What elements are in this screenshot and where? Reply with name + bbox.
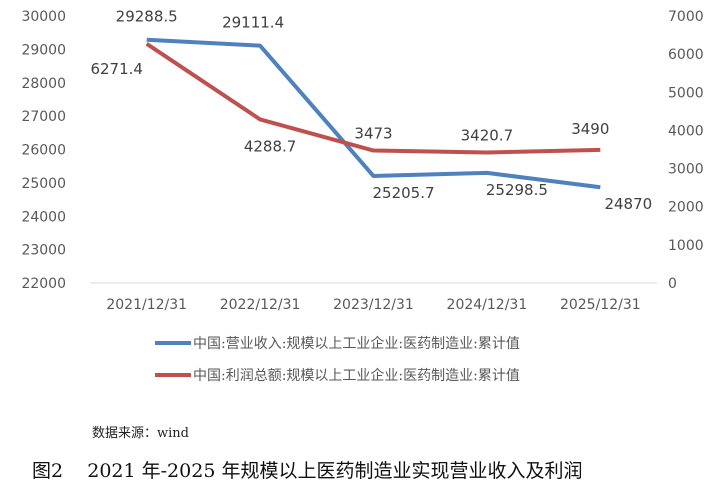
y-left-tick-label: 25000: [21, 176, 66, 192]
data-label: 24870: [604, 195, 652, 213]
y-right-tick-label: 0: [668, 276, 677, 292]
line-chart: 22000 23000 24000 25000 26000 27000 28000 29000…: [21, 8, 704, 313]
data-label: 25298.5: [486, 181, 548, 199]
x-tick-label: 2021/12/31: [106, 297, 187, 313]
y-right-tick-label: 5000: [668, 85, 704, 101]
legend-label-profit: 中国:利润总额:规模以上工业企业:医药制造业:累计值: [193, 368, 520, 384]
y-left-tick-label: 26000: [21, 143, 66, 159]
x-tick-label: 2023/12/31: [333, 297, 414, 313]
x-tick-label: 2022/12/31: [220, 297, 301, 313]
y-left-tick-label: 29000: [21, 42, 66, 58]
legend-swatch-revenue: [155, 341, 191, 345]
y-right-tick-label: 4000: [668, 123, 704, 139]
data-label: 6271.4: [90, 60, 143, 78]
figure-caption: 图2 2021 年-2025 年规模以上医药制造业实现营业收入及利润: [32, 460, 583, 482]
data-label: 4288.7: [244, 137, 297, 155]
y-left-tick-label: 27000: [21, 109, 66, 125]
y-right-tick-label: 2000: [668, 200, 704, 216]
y-left-tick-label: 22000: [21, 276, 66, 292]
legend-item-profit: 中国:利润总额:规模以上工业企业:医药制造业:累计值: [155, 365, 520, 385]
data-label: 29111.4: [222, 14, 284, 32]
y-left-tick-label: 30000: [21, 9, 66, 25]
x-tick-label: 2025/12/31: [560, 297, 641, 313]
data-label: 3420.7: [461, 127, 514, 145]
data-label: 25205.7: [372, 184, 434, 202]
data-label: 3490: [571, 120, 609, 138]
y-left-tick-label: 28000: [21, 76, 66, 92]
y-right-tick-label: 3000: [668, 162, 704, 178]
x-tick-label: 2024/12/31: [447, 297, 528, 313]
y-right-tick-label: 7000: [668, 9, 704, 25]
legend-label-revenue: 中国:营业收入:规模以上工业企业:医药制造业:累计值: [193, 336, 520, 352]
y-left-tick-label: 23000: [21, 243, 66, 259]
data-label: 29288.5: [116, 8, 178, 26]
y-right-tick-label: 1000: [668, 238, 704, 254]
legend-swatch-profit: [155, 373, 191, 377]
y-left-tick-label: 24000: [21, 209, 66, 225]
y-right-tick-label: 6000: [668, 47, 704, 63]
data-source: 数据来源：wind: [92, 426, 189, 441]
data-label: 3473: [354, 125, 392, 143]
legend-item-revenue: 中国:营业收入:规模以上工业企业:医药制造业:累计值: [155, 333, 520, 353]
series-line-revenue: [146, 37, 601, 190]
